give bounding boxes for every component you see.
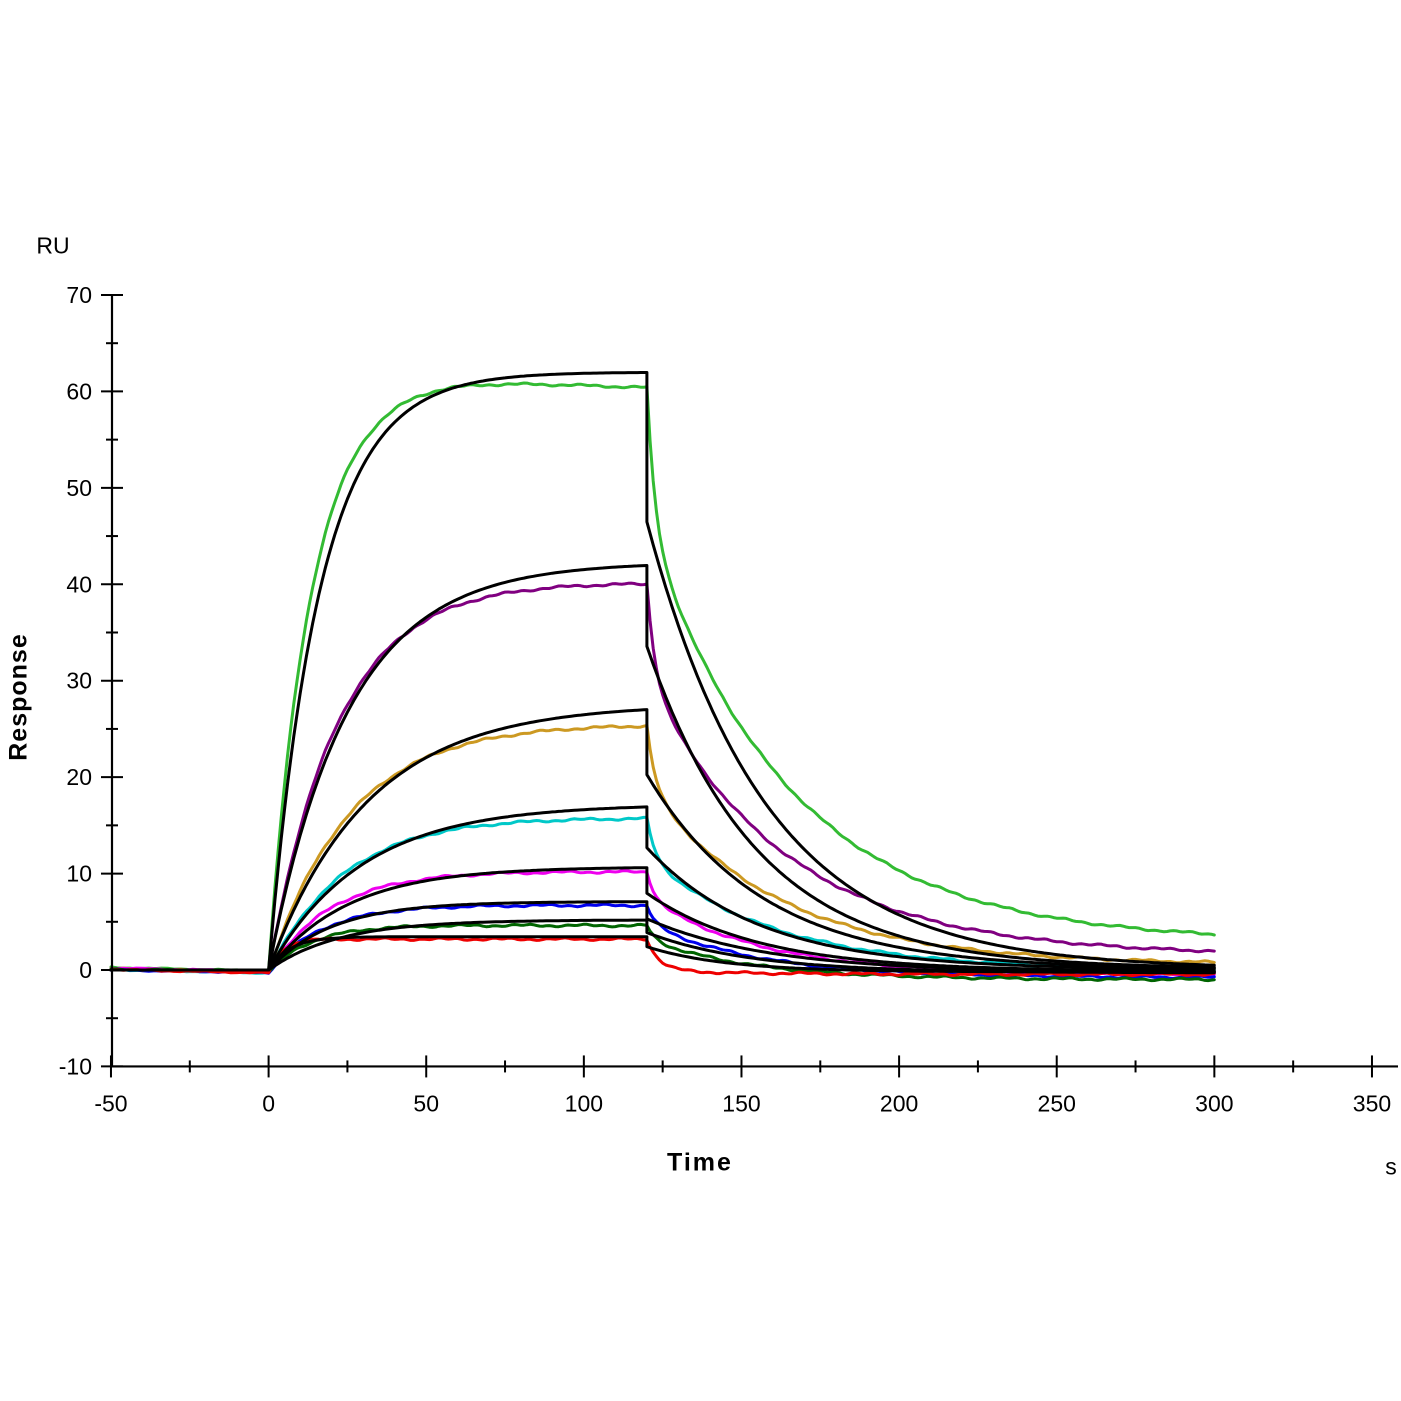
y-tick-label: 40 [66,571,92,597]
x-tick-label: 0 [262,1090,275,1116]
curve-fit-cyan [109,805,1216,972]
x-tick-label: 150 [722,1090,760,1116]
y-tick-label: 60 [66,378,92,404]
y-tick-label: -10 [59,1053,92,1079]
curve-data-darkgreen [109,922,1216,983]
curve-data-green [109,381,1216,973]
y-tick-label: 20 [66,764,92,790]
curve-data-red [109,936,1216,978]
x-tick-label: 200 [880,1090,918,1116]
x-tick-label: 300 [1195,1090,1233,1116]
y-tick-label: 0 [79,957,92,983]
y-tick-label: 10 [66,861,92,887]
y-axis-unit-label: RU [36,232,70,259]
x-tick-label: 250 [1038,1090,1076,1116]
axes-group: -10 0 10 20 30 40 50 60 70 -50 0 50 100 150 200 250 300 3… [59,282,1398,1116]
curve-fit-red [109,935,1216,974]
x-tick-label: 350 [1353,1090,1391,1116]
x-tick-label: -50 [94,1090,127,1116]
x-axis-title: Time [667,1148,733,1177]
x-tick-label: 100 [565,1090,603,1116]
y-tick-label: 30 [66,668,92,694]
curve-fit-purple [109,564,1216,972]
series-group [109,371,1216,983]
curve-data-purple [109,581,1216,974]
x-axis-unit-label: s [1385,1153,1397,1180]
y-axis-title: Response [4,633,33,761]
y-tick-label: 50 [66,475,92,501]
curve-fit-green [109,371,1216,972]
x-tick-label: 50 [413,1090,439,1116]
curve-fit-gold [109,708,1216,972]
y-tick-label: 70 [66,282,92,308]
